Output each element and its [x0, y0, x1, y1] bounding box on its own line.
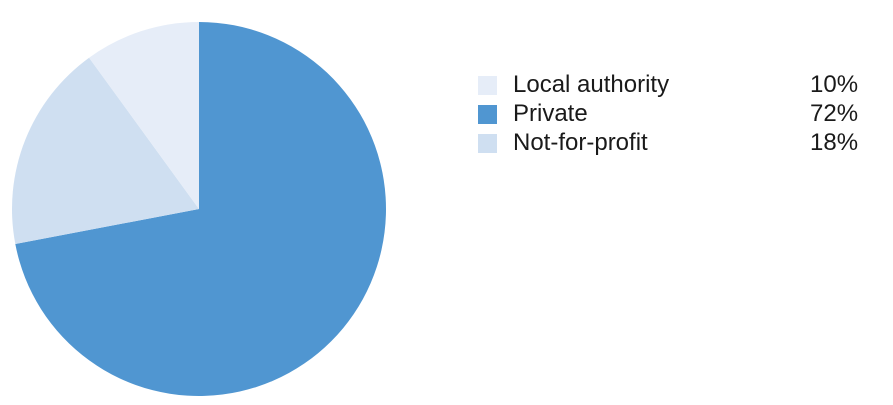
- legend-value: 72%: [810, 98, 858, 130]
- legend: Local authority 10% Private 72% Not-for-…: [478, 69, 888, 156]
- legend-item-local-authority: Local authority 10%: [478, 69, 888, 98]
- pie-slices: [12, 22, 386, 396]
- legend-swatch: [478, 105, 497, 124]
- legend-item-not-for-profit: Not-for-profit 18%: [478, 127, 888, 156]
- legend-swatch: [478, 76, 497, 95]
- legend-label: Not-for-profit: [513, 127, 648, 159]
- legend-label: Local authority: [513, 69, 669, 101]
- legend-value: 10%: [810, 69, 858, 101]
- legend-item-private: Private 72%: [478, 98, 888, 127]
- legend-label: Private: [513, 98, 588, 130]
- legend-swatch: [478, 134, 497, 153]
- legend-value: 18%: [810, 127, 858, 159]
